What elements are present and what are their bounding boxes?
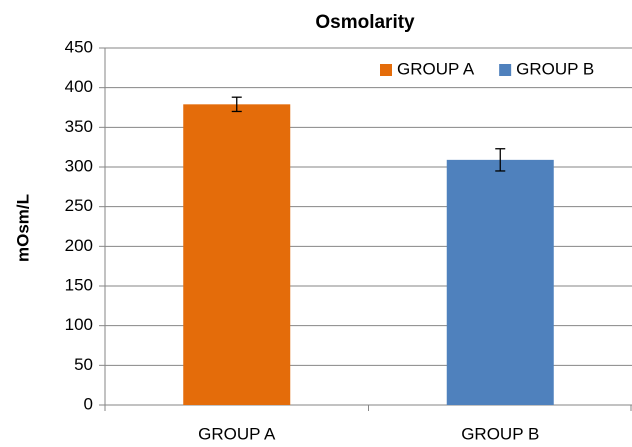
y-tick-label: 300 [65,156,93,175]
y-axis-label: mOsm/L [13,194,32,262]
y-tick-label: 0 [84,394,93,413]
error-bar [231,96,242,113]
y-tick-label: 450 [65,37,93,56]
y-tick-label: 250 [65,196,93,215]
legend-label: GROUP B [516,59,594,78]
chart-title: Osmolarity [315,12,415,33]
bar [446,159,554,405]
y-tick-label: 150 [65,275,93,294]
y-tick-label: 400 [65,77,93,96]
y-tick-label: 100 [65,315,93,334]
bar [183,104,291,406]
x-tick-label: GROUP B [461,424,539,443]
y-tick-label: 50 [74,355,93,374]
y-tick-label: 200 [65,236,93,255]
error-bar [495,148,506,172]
legend-label: GROUP A [397,59,475,78]
y-tick-label: 350 [65,117,93,136]
legend-swatch [499,64,512,76]
x-tick-label: GROUP A [198,424,276,443]
legend-swatch [380,64,392,76]
